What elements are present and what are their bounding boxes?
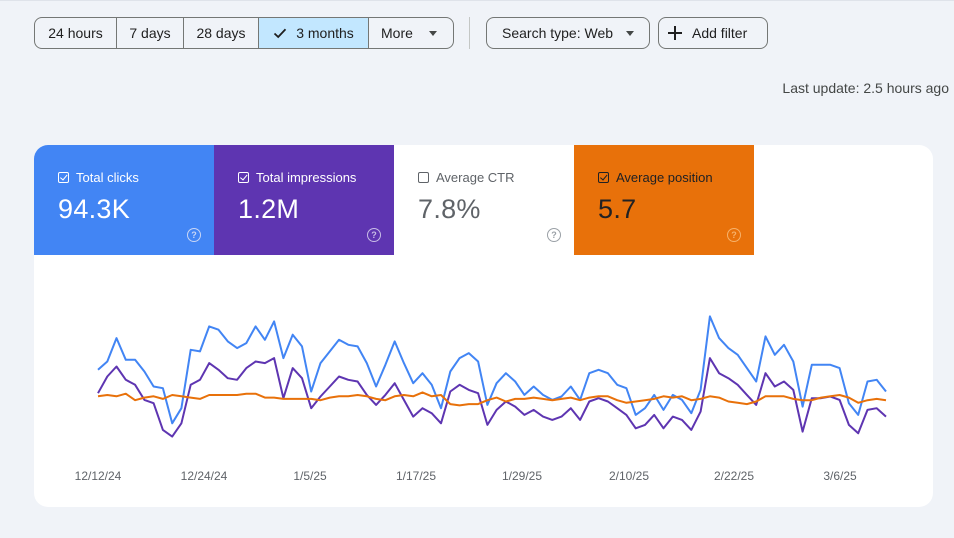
add-filter-button[interactable]: Add filter — [658, 17, 768, 49]
last-update-text: Last update: 2.5 hours ago — [782, 80, 949, 96]
top-divider — [0, 0, 954, 1]
metric-total-impressions-value: 1.2M — [238, 194, 300, 224]
checkbox-checked-icon[interactable] — [58, 172, 69, 183]
metric-average-ctr-value: 7.8% — [418, 194, 481, 224]
clicks-line — [97, 315, 887, 425]
x-axis-tick-label: 12/12/24 — [75, 469, 122, 483]
x-axis-tick-label: 1/17/25 — [396, 469, 436, 483]
metric-average-ctr-label: Average CTR — [436, 170, 515, 185]
caret-down-icon — [626, 30, 635, 36]
x-axis-tick-label: 12/24/24 — [181, 469, 228, 483]
metric-average-position-label: Average position — [616, 170, 713, 185]
metric-total-impressions[interactable]: Total impressions 1.2M ? — [214, 145, 394, 255]
date-range-7-days[interactable]: 7 days — [117, 18, 184, 48]
metric-average-position-value: 5.7 — [598, 194, 637, 224]
metric-total-clicks-label: Total clicks — [76, 170, 139, 185]
date-range-24-hours-label: 24 hours — [48, 25, 103, 41]
checkbox-checked-icon[interactable] — [598, 172, 609, 183]
date-range-more-label: More — [381, 25, 413, 41]
impressions-line — [97, 357, 887, 438]
check-icon — [274, 28, 287, 39]
search-type-dropdown[interactable]: Search type: Web — [486, 17, 650, 49]
performance-card: Total clicks 94.3K ? Total impressions 1… — [34, 145, 933, 507]
date-range-28-days[interactable]: 28 days — [184, 18, 259, 48]
date-range-28-days-label: 28 days — [196, 25, 246, 41]
help-icon[interactable]: ? — [547, 228, 561, 242]
metric-average-position[interactable]: Average position 5.7 ? — [574, 145, 754, 255]
metric-average-ctr[interactable]: Average CTR 7.8% ? — [394, 145, 574, 255]
date-range-more-dropdown[interactable]: More — [369, 18, 453, 48]
x-axis-tick-label: 1/5/25 — [293, 469, 327, 483]
add-filter-label: Add filter — [692, 25, 748, 41]
x-axis-tick-label: 2/22/25 — [714, 469, 754, 483]
date-range-3-months[interactable]: 3 months — [259, 18, 369, 48]
date-range-3-months-label: 3 months — [296, 25, 354, 41]
search-type-label: Search type: Web — [502, 25, 614, 41]
x-axis-tick-label: 1/29/25 — [502, 469, 542, 483]
help-icon[interactable]: ? — [187, 228, 201, 242]
date-range-7-days-label: 7 days — [129, 25, 171, 41]
help-icon[interactable]: ? — [727, 228, 741, 242]
toolbar-divider — [469, 17, 470, 49]
date-range-selector: 24 hours 7 days 28 days 3 months More — [34, 17, 454, 49]
metric-total-clicks-value: 94.3K — [58, 194, 131, 224]
x-axis-tick-label: 3/6/25 — [823, 469, 857, 483]
checkbox-checked-icon[interactable] — [238, 172, 249, 183]
performance-line-chart: 12/12/24 12/24/24 1/5/25 1/17/25 1/29/25 2/10… — [75, 315, 887, 483]
date-range-24-hours[interactable]: 24 hours — [35, 18, 117, 48]
plus-icon — [668, 26, 682, 40]
checkbox-unchecked-icon[interactable] — [418, 172, 429, 183]
x-axis-tick-label: 2/10/25 — [609, 469, 649, 483]
caret-down-icon — [428, 30, 437, 36]
position-line — [97, 391, 887, 407]
help-icon[interactable]: ? — [367, 228, 381, 242]
metric-total-impressions-label: Total impressions — [256, 170, 357, 185]
metric-total-clicks[interactable]: Total clicks 94.3K ? — [34, 145, 214, 255]
